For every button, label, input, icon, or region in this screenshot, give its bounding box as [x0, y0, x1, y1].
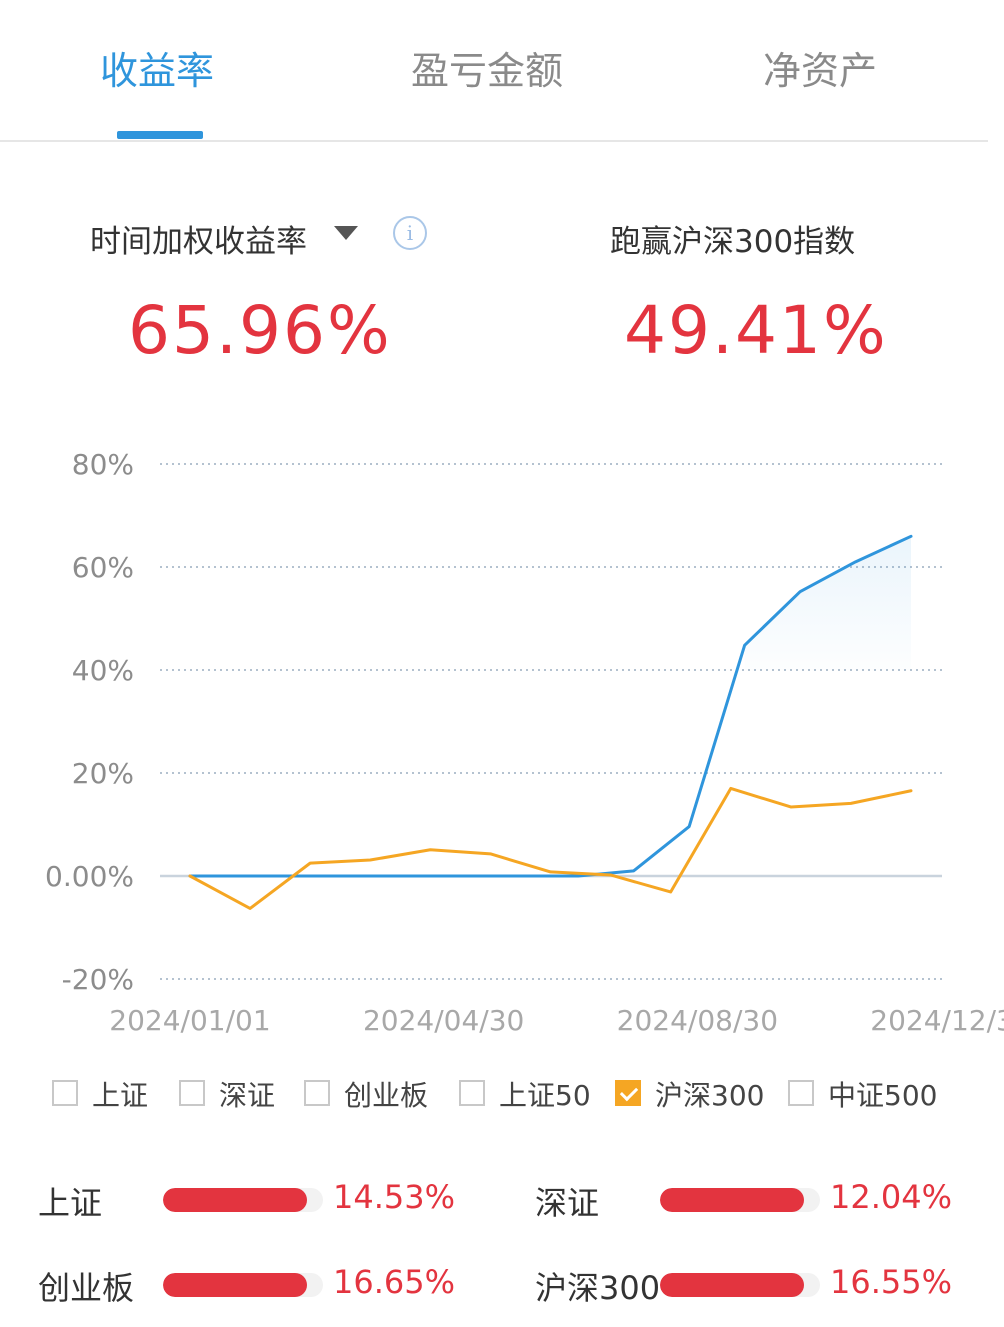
comparison-name: 上证 [38, 1184, 103, 1222]
x-tick-label: 2024/04/30 [363, 1004, 524, 1037]
checkbox-icon[interactable] [179, 1080, 205, 1106]
comparison-bar [163, 1188, 323, 1212]
legend-label: 沪深300 [655, 1079, 765, 1112]
legend-label: 中证500 [828, 1079, 938, 1112]
comparison-value: 14.53% [333, 1178, 456, 1216]
y-tick-label: 60% [72, 551, 134, 584]
legend-label: 上证 [92, 1079, 149, 1112]
y-tick-label: 20% [72, 757, 134, 790]
info-icon[interactable]: i [393, 216, 427, 250]
comparison-value: 12.04% [830, 1178, 953, 1216]
legend-label: 创业板 [344, 1079, 429, 1112]
comparison-name: 深证 [535, 1184, 600, 1222]
comparison-bar-fill [660, 1273, 804, 1297]
outperform-label: 跑赢沪深300指数 [610, 224, 856, 260]
comparison-name: 创业板 [38, 1269, 135, 1307]
x-tick-label: 2024/08/30 [617, 1004, 778, 1037]
y-tick-label: -20% [62, 963, 134, 996]
checkbox-icon[interactable] [459, 1080, 485, 1106]
tab-net-assets[interactable]: 净资产 [763, 49, 878, 93]
x-tick-label: 2024/12/30 [870, 1004, 1004, 1037]
comparison-value: 16.55% [830, 1263, 953, 1301]
comparison-name: 沪深300 [535, 1269, 661, 1307]
time-weighted-return-value: 65.96% [128, 292, 392, 369]
checkbox-icon[interactable] [304, 1080, 330, 1106]
tab-return-rate[interactable]: 收益率 [100, 49, 215, 93]
x-tick-label: 2024/01/01 [109, 1004, 270, 1037]
comparison-bar-fill [163, 1273, 307, 1297]
portfolio-return-line [188, 534, 913, 878]
legend-label: 深证 [219, 1079, 276, 1112]
comparison-value: 16.65% [333, 1263, 456, 1301]
checkbox-checked-icon[interactable] [615, 1080, 641, 1106]
tab-bar: 收益率 盈亏金额 净资产 [0, 0, 988, 142]
time-weighted-return-label[interactable]: 时间加权收益率 [90, 224, 307, 260]
return-line-chart: 80% 60% 40% 20% 0.00% -20% 2024/01/01 2024/04/… [45, 448, 1004, 1037]
comparison-bar-fill [660, 1188, 804, 1212]
comparison-bar-fill [163, 1188, 307, 1212]
series-area [744, 536, 911, 670]
active-tab-indicator [117, 131, 203, 139]
y-tick-label: 40% [72, 654, 134, 687]
legend-label: 上证50 [499, 1079, 591, 1112]
tab-profit-loss[interactable]: 盈亏金额 [411, 49, 564, 93]
benchmark-csi300-line [188, 786, 913, 910]
checkbox-icon[interactable] [788, 1080, 814, 1106]
y-tick-label: 0.00% [45, 860, 134, 893]
comparison-bar [660, 1273, 820, 1297]
outperform-value: 49.41% [624, 292, 888, 369]
y-tick-label: 80% [72, 448, 134, 481]
chevron-down-icon[interactable] [334, 226, 358, 240]
comparison-bar [163, 1273, 323, 1297]
comparison-bar [660, 1188, 820, 1212]
benchmark-legend: 上证 深证 创业板 上证50 沪深300 中证500 [0, 1076, 1004, 1112]
checkbox-icon[interactable] [52, 1080, 78, 1106]
